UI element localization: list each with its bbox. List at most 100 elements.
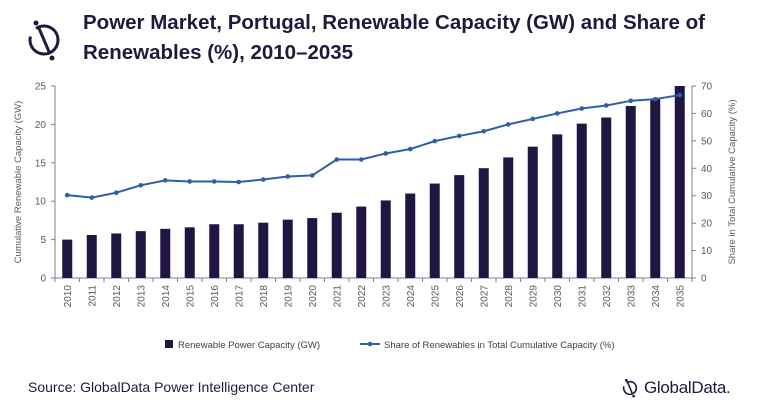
bar-2018 <box>258 222 269 278</box>
x-tick-label: 2015 <box>185 285 196 308</box>
share-point-2016 <box>211 179 217 184</box>
x-tick-label: 2031 <box>577 285 588 308</box>
x-tick-label: 2032 <box>602 285 613 308</box>
bar-2026 <box>454 175 465 278</box>
x-tick-label: 2035 <box>675 285 686 308</box>
right-tick-label: 50 <box>701 136 713 147</box>
right-tick-label: 0 <box>701 274 707 285</box>
bar-2035 <box>674 86 685 278</box>
bar-2012 <box>111 233 122 278</box>
bar-2027 <box>478 168 489 278</box>
share-point-2012 <box>113 190 119 195</box>
x-tick-label: 2017 <box>234 285 245 308</box>
bar-2014 <box>160 228 171 278</box>
brand-name: GlobalData. <box>644 378 731 397</box>
left-tick-label: 25 <box>35 82 47 93</box>
share-point-2030 <box>554 111 560 116</box>
x-tick-label: 2014 <box>161 285 172 308</box>
share-point-2018 <box>260 177 266 182</box>
bar-2011 <box>86 234 97 278</box>
legend-line-label: Share of Renewables in Total Cumulative … <box>384 340 615 351</box>
bar-2023 <box>380 200 391 278</box>
share-point-2019 <box>285 174 291 179</box>
bar-2030 <box>552 134 563 278</box>
bar-2033 <box>625 105 636 278</box>
x-tick-label: 2019 <box>283 285 294 308</box>
share-point-2028 <box>505 122 511 127</box>
right-axis-title: Share in Total Cumulative Capacity (%) <box>727 99 738 264</box>
x-tick-label: 2034 <box>651 285 662 308</box>
share-point-2029 <box>530 116 536 122</box>
x-tick-label: 2028 <box>504 285 515 308</box>
source-note: Source: GlobalData Power Intelligence Ce… <box>28 379 315 395</box>
right-tick-label: 70 <box>701 82 713 93</box>
share-line <box>67 94 680 199</box>
share-point-2017 <box>236 179 242 185</box>
share-point-2010 <box>64 192 70 198</box>
left-tick-label: 20 <box>35 120 47 131</box>
right-tick-label: 40 <box>701 164 713 175</box>
x-tick-label: 2025 <box>430 285 441 308</box>
bar-2034 <box>650 99 661 278</box>
share-point-2033 <box>628 98 634 104</box>
share-point-2023 <box>383 151 389 156</box>
left-axis-title: Cumulative Renewable Capacity (GW) <box>13 101 24 264</box>
share-point-2024 <box>407 146 413 152</box>
brand-logo: GlobalData. <box>620 377 731 399</box>
x-tick-label: 2016 <box>210 285 221 308</box>
bar-2013 <box>135 231 146 278</box>
globaldata-logo-icon <box>28 20 60 61</box>
x-tick-label: 2020 <box>308 285 319 308</box>
legend-line-marker <box>367 341 373 347</box>
bar-2021 <box>331 212 342 278</box>
x-tick-label: 2026 <box>455 285 466 308</box>
bar-2032 <box>601 117 612 278</box>
share-point-2011 <box>89 195 95 200</box>
bar-2020 <box>307 218 318 278</box>
x-tick-label: 2027 <box>479 285 490 308</box>
legend-bar-swatch <box>165 340 173 348</box>
left-tick-label: 15 <box>35 158 47 169</box>
x-tick-label: 2021 <box>332 285 343 308</box>
x-tick-label: 2024 <box>406 285 417 308</box>
left-tick-label: 0 <box>40 274 46 285</box>
x-tick-label: 2012 <box>112 285 123 308</box>
bar-2022 <box>356 206 367 278</box>
bar-2028 <box>503 157 514 278</box>
share-point-2026 <box>456 133 462 139</box>
bar-2031 <box>576 123 587 278</box>
share-point-2032 <box>603 103 609 108</box>
share-point-2027 <box>481 128 487 134</box>
share-point-2013 <box>138 182 144 188</box>
share-point-2034 <box>652 96 658 102</box>
x-tick-label: 2013 <box>136 285 147 308</box>
x-tick-label: 2018 <box>259 285 270 308</box>
legend-bar-label: Renewable Power Capacity (GW) <box>178 340 320 351</box>
bar-2016 <box>209 224 220 278</box>
bar-2010 <box>62 239 73 278</box>
x-tick-label: 2030 <box>553 285 564 308</box>
share-point-2020 <box>309 173 315 178</box>
x-tick-label: 2010 <box>63 285 74 308</box>
bar-2017 <box>233 224 244 278</box>
share-point-2021 <box>334 157 340 162</box>
share-point-2022 <box>358 157 364 162</box>
x-tick-label: 2023 <box>381 285 392 308</box>
x-tick-label: 2033 <box>626 285 637 308</box>
right-tick-label: 20 <box>701 219 713 230</box>
globaldata-small-logo-icon <box>622 378 638 398</box>
share-point-2031 <box>579 106 585 111</box>
share-point-2025 <box>432 138 438 144</box>
x-tick-label: 2011 <box>87 285 98 307</box>
bar-2029 <box>527 146 538 278</box>
left-tick-label: 10 <box>35 197 47 208</box>
chart-title: Power Market, Portugal, Renewable Capaci… <box>83 11 705 64</box>
bar-2025 <box>429 183 440 278</box>
bar-2019 <box>282 219 293 278</box>
right-tick-label: 30 <box>701 191 713 202</box>
share-point-2014 <box>162 178 168 183</box>
right-tick-label: 10 <box>701 246 713 257</box>
bar-2015 <box>184 227 195 278</box>
share-point-2015 <box>187 179 193 184</box>
